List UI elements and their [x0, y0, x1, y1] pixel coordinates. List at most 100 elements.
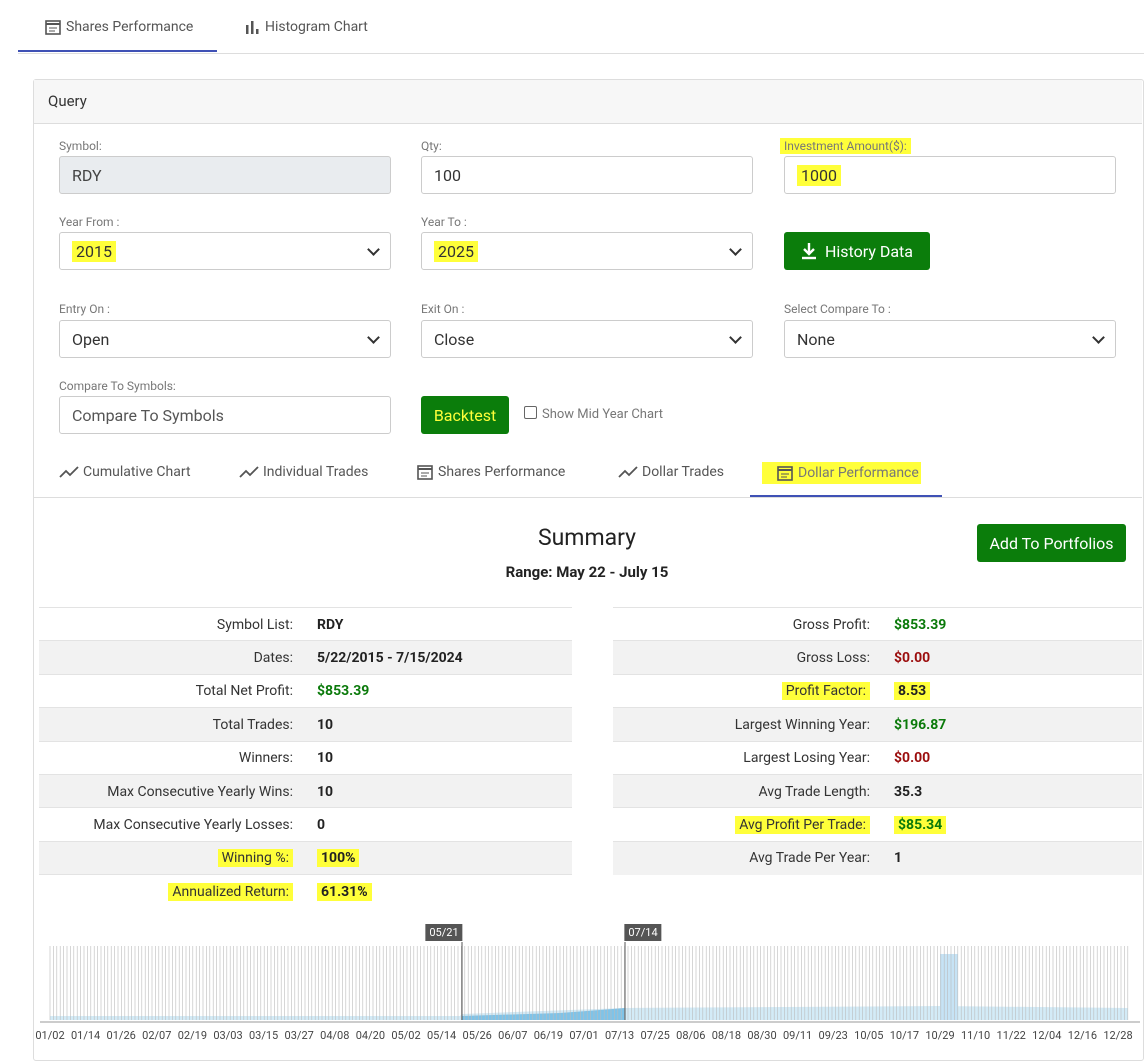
x-label: 02/19	[177, 1029, 208, 1042]
row-value: $0.00	[894, 649, 931, 666]
field-label: Investment Amount($):	[780, 138, 911, 154]
compare-symbols-input[interactable]: Compare To Symbols	[59, 396, 391, 434]
row-label: Total Net Profit:	[195, 683, 293, 700]
field-label: Exit On :	[421, 302, 465, 316]
result-tab[interactable]: Dollar Performance	[762, 462, 921, 484]
row-value: $85.34	[894, 815, 947, 834]
summary-row: Winning %: 100%	[39, 840, 572, 875]
x-label: 07/13	[604, 1029, 635, 1042]
x-label: 03/03	[213, 1029, 243, 1042]
row-value: 100%	[317, 849, 360, 868]
row-label: Profit Factor:	[781, 682, 870, 701]
row-value: 10	[317, 716, 334, 733]
summary-row: Avg Trade Per Year: 1	[613, 840, 1142, 875]
x-label: 07/01	[569, 1029, 599, 1042]
x-label: 10/29	[925, 1029, 955, 1042]
x-label: 04/20	[355, 1029, 386, 1042]
compare-select[interactable]: None	[784, 320, 1116, 358]
row-label: Winning %:	[217, 849, 293, 868]
row-value: $853.39	[317, 683, 370, 700]
x-label: 06/07	[498, 1029, 528, 1042]
summary-row: Max Consecutive Yearly Losses: 0	[39, 807, 572, 841]
x-label: 09/11	[782, 1029, 813, 1042]
placeholder: Compare To Symbols	[72, 405, 224, 425]
row-value: 1	[894, 850, 903, 867]
result-tab[interactable]: Shares Performance	[416, 463, 565, 481]
checkbox[interactable]	[524, 406, 537, 419]
row-value: RDY	[317, 616, 344, 633]
field-label: Year To :	[421, 215, 467, 229]
row-value: 5/22/2015 - 7/15/2024	[317, 649, 463, 666]
result-tab[interactable]: Cumulative Chart	[59, 464, 191, 480]
x-label: 10/05	[854, 1029, 884, 1042]
x-label: 05/26	[462, 1029, 492, 1042]
x-label: 04/08	[320, 1029, 350, 1042]
button-label: Add To Portfolios	[989, 533, 1114, 553]
x-label: 07/25	[640, 1029, 670, 1042]
x-label: 12/04	[1032, 1029, 1062, 1042]
backtest-button[interactable]: Backtest	[421, 396, 509, 434]
field-label: Compare To Symbols:	[59, 379, 176, 393]
x-label: 08/18	[711, 1029, 742, 1042]
top-tab[interactable]: Histogram Chart	[243, 18, 368, 36]
row-label: Total Trades:	[212, 716, 293, 733]
row-value: 35.3	[894, 783, 923, 800]
row-label: Gross Loss:	[796, 649, 870, 666]
symbol-input[interactable]: RDY	[59, 156, 391, 194]
row-label: Avg Trade Length:	[758, 783, 870, 800]
row-value: 8.53	[894, 682, 931, 701]
year-from-select[interactable]: 2015	[59, 232, 391, 270]
input-value: 1000	[797, 164, 841, 186]
row-value: 61.31%	[317, 882, 372, 901]
select-value: 2015	[72, 240, 116, 262]
summary-row: Total Net Profit: $853.39	[39, 673, 572, 708]
summary-row: Dates: 5/22/2015 - 7/15/2024	[39, 640, 572, 675]
tab-label: Dollar Performance	[798, 465, 919, 481]
x-label: 01/14	[70, 1029, 101, 1042]
tab-label: Dollar Trades	[642, 464, 725, 480]
summary-row: Max Consecutive Yearly Wins: 10	[39, 774, 572, 808]
x-label: 06/19	[533, 1029, 564, 1042]
row-value: 10	[317, 750, 334, 767]
select-value: Open	[72, 329, 110, 349]
row-value: $0.00	[894, 750, 931, 767]
x-label: 03/27	[284, 1029, 314, 1042]
result-tab[interactable]: Dollar Trades	[618, 464, 724, 480]
x-label: 03/15	[248, 1029, 279, 1042]
result-tab[interactable]: Individual Trades	[239, 464, 368, 480]
summary-row: Largest Losing Year: $0.00	[613, 740, 1142, 775]
entry-select[interactable]: Open	[59, 320, 391, 358]
divider	[18, 53, 1144, 54]
summary-row: Annualized Return: 61.31%	[39, 874, 572, 908]
investment-input[interactable]: 1000	[784, 156, 1116, 194]
tab-label: Shares Performance	[438, 464, 566, 480]
chart-marker: 05/21	[425, 924, 463, 941]
row-label: Avg Trade Per Year:	[749, 850, 870, 867]
history-button[interactable]: History Data	[784, 232, 930, 270]
summary-row: Avg Trade Length: 35.3	[613, 774, 1142, 808]
x-label: 05/14	[426, 1029, 457, 1042]
year-to-select[interactable]: 2025	[421, 232, 753, 270]
row-label: Winners:	[238, 750, 293, 767]
active-underline	[18, 50, 217, 52]
add-portfolio-button[interactable]: Add To Portfolios	[977, 524, 1126, 562]
summary-row: Symbol List: RDY	[39, 607, 572, 641]
x-label: 12/16	[1067, 1029, 1098, 1042]
summary-row: Largest Winning Year: $196.87	[613, 707, 1142, 742]
qty-input[interactable]: 100	[421, 156, 753, 194]
exit-select[interactable]: Close	[421, 320, 753, 358]
tab-label: Shares Performance	[66, 19, 194, 35]
summary-row: Gross Profit: $853.39	[613, 607, 1142, 641]
x-label: 10/17	[889, 1029, 920, 1042]
row-label: Largest Losing Year:	[743, 750, 870, 767]
row-value: 0	[317, 816, 326, 833]
row-value: 10	[317, 783, 334, 800]
top-tab[interactable]: Shares Performance	[44, 18, 193, 36]
field-label: Entry On :	[59, 302, 110, 316]
row-label: Symbol List:	[216, 616, 293, 633]
row-label: Max Consecutive Yearly Losses:	[93, 816, 293, 833]
summary-row: Total Trades: 10	[39, 707, 572, 742]
row-value: $196.87	[894, 716, 947, 733]
card-title: Query	[48, 92, 87, 110]
